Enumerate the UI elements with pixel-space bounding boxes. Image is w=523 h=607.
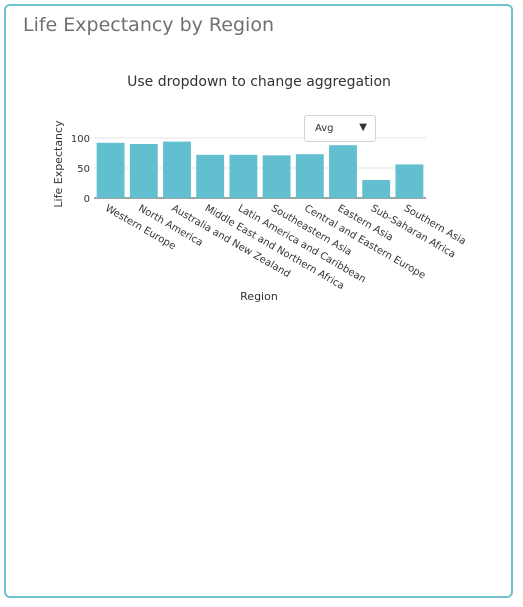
y-tick-label: 100 <box>71 134 90 145</box>
y-tick-labels: 0 50 100 <box>71 134 90 205</box>
y-axis-label: Life Expectancy <box>52 120 65 208</box>
chart-title: Use dropdown to change aggregation <box>127 74 391 90</box>
bar[interactable] <box>329 145 357 198</box>
x-axis-label: Region <box>240 290 278 303</box>
card-title: Life Expectancy by Region <box>23 14 274 36</box>
triangle-down-icon: ▼ <box>359 122 367 133</box>
bar[interactable] <box>196 154 225 198</box>
bar[interactable] <box>395 164 424 198</box>
chart-card <box>4 4 513 598</box>
bar[interactable] <box>96 142 125 198</box>
bars-group <box>96 141 424 198</box>
bar[interactable] <box>295 154 324 198</box>
bar[interactable] <box>262 155 291 198</box>
bar[interactable] <box>362 180 391 198</box>
dropdown-selected-value: Avg <box>315 123 334 134</box>
bar[interactable] <box>129 144 158 198</box>
y-tick-label: 50 <box>77 164 90 175</box>
bar[interactable] <box>163 141 191 198</box>
y-tick-label: 0 <box>84 194 90 205</box>
bar[interactable] <box>229 154 258 198</box>
aggregation-dropdown[interactable]: Avg ▼ <box>304 115 376 142</box>
